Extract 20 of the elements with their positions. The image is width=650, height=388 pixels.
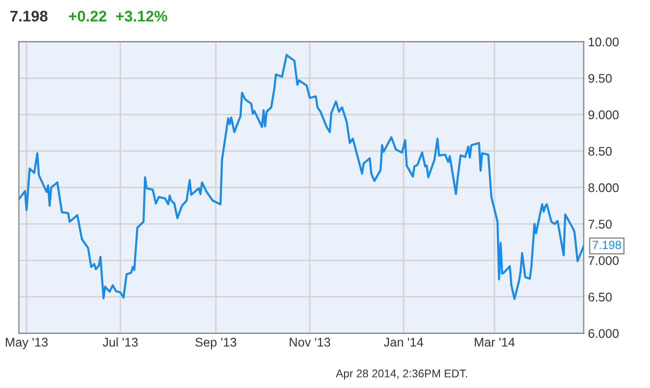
x-tick-label: Jan '14 [384,338,424,347]
x-tick-label: May '13 [6,338,48,350]
y-tick-label: 6.50 [588,292,612,302]
y-tick-label: 7.50 [588,220,612,229]
text: Apr 28 2014, 2:36PM EDT. [336,370,467,380]
x-tick-label: Nov '13 [290,338,330,347]
y-tick-label: 6.000 [588,329,619,338]
chart-title: 7.198 [10,10,48,22]
y-tick-label: 9.000 [588,110,619,120]
y-tick-label: 8.000 [588,183,619,192]
x-tick-label: Jul '13 [102,337,138,347]
x-tick-label: Sep '13 [195,338,236,350]
y-tick-label: 9.50 [588,74,612,83]
y-tick-label: 8.50 [588,146,612,156]
annotation: 7.198 [592,240,622,250]
line-series [18,54,584,300]
x-tick-label: Mar '14 [474,338,515,347]
chart-subtitle: +0.22 +3.12% [68,10,168,22]
y-tick-label: 10.00 [588,38,619,46]
y-tick-label: 7.000 [588,256,619,266]
